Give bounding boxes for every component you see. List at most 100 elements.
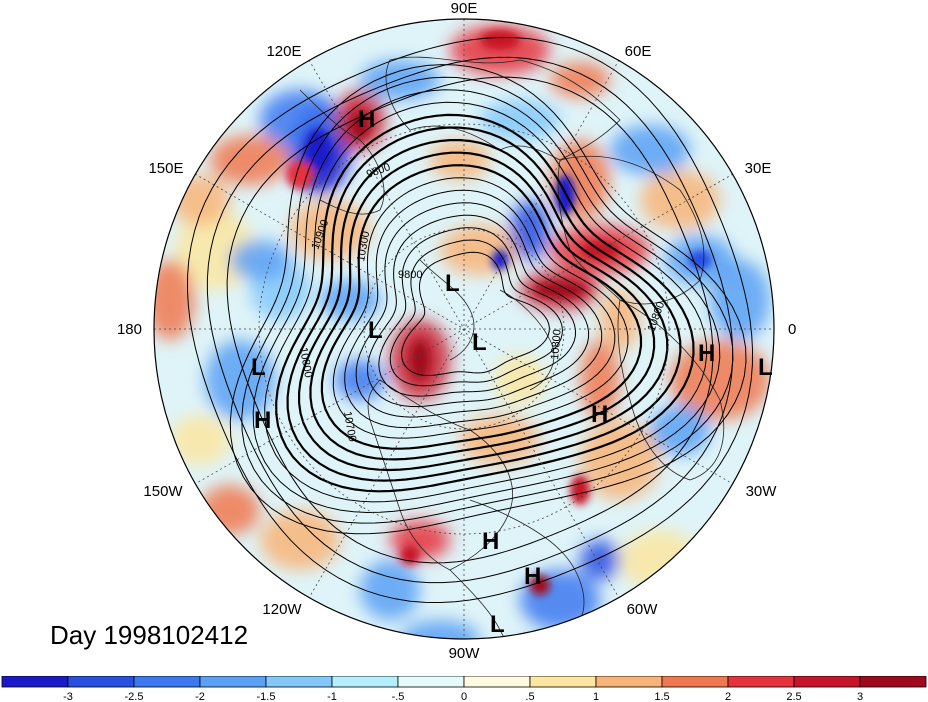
colorbar-swatch [529,676,597,688]
lon-label-0: 0 [788,321,796,338]
lon-label-120e: 120E [266,43,301,60]
anomaly-blob [620,530,700,590]
contour-label: 10800 [297,346,314,378]
height-contour-line [229,64,747,535]
anomaly-core [410,340,430,380]
height-contour-line [309,151,656,461]
high-center: H [698,340,715,367]
graticule [154,19,774,639]
colorbar-tick-label: -2 [195,691,205,702]
colorbar-swatch [793,676,861,688]
low-center: L [445,270,460,297]
anomaly-core [688,250,712,270]
height-contour-line [378,227,577,397]
lon-label-150w: 150W [143,483,183,500]
colorbar-tick-label: -1.5 [257,691,276,702]
height-contour-line [186,36,754,604]
colorbar-tick-label: 0 [461,691,467,702]
height-contour-line [206,56,734,584]
colorbar-swatch [463,676,531,688]
height-contour-line [344,189,616,429]
anomaly-blob [600,290,640,350]
anomaly-blob [550,62,610,98]
anomaly-blob [210,135,290,185]
height-contour-line [320,164,643,450]
anomaly-blob [480,100,560,140]
contour-label: 9800 [398,269,422,281]
contour-label: 10800 [549,329,564,361]
anomaly-blob [580,540,620,580]
high-center: H [254,407,271,434]
anomaly-blob [610,125,690,175]
height-contour-line [286,126,682,482]
anomaly-blob [400,620,480,639]
contour-label: 10700 [341,410,358,442]
lon-label-60w: 60W [627,601,659,618]
height-contour-line [275,113,695,493]
anomaly-blob [170,415,230,465]
colorbar-swatch [265,676,333,688]
colorbar-swatch [67,676,135,688]
height-contour-line [264,101,708,503]
date-label: Day 1998102412 [50,620,249,650]
low-center: L [368,317,383,344]
anomaly-core [570,475,590,505]
colorbar-swatch [133,676,201,688]
anomaly-blob [390,520,450,560]
height-contour-line [355,202,603,418]
anomaly-blob [580,340,620,420]
anomaly-blob [360,60,440,100]
height-contours [186,36,754,604]
colorbar-tick-label: 3 [857,691,863,702]
height-contour-line [332,177,629,439]
colorbar-swatch [199,676,267,688]
high-center: H [482,528,499,555]
colorbar-tick-label: -2.5 [125,691,144,702]
colorbar-tick-label: -.5 [392,691,405,702]
high-center: H [591,401,608,428]
map-boundary [153,18,775,640]
lon-label-180: 180 [117,321,142,338]
longitude-labels: 90E 60E 30E 0 30W 60W 90W 120W 150W 180 … [117,0,796,662]
low-center: L [472,329,487,356]
colorbar-tick-label: 1.5 [654,691,669,702]
lon-label-120w: 120W [262,601,302,618]
height-contour-line [366,214,590,407]
colorbar-swatch [397,676,465,688]
height-contour-line [389,239,563,387]
colorbar-tick-label: .5 [525,691,534,702]
colorbar-swatch [331,676,399,688]
anomaly-core [492,250,508,270]
anomaly-blob [495,355,545,405]
low-center: L [490,611,505,638]
lon-label-30e: 30E [745,160,772,177]
anomaly-blob [260,510,340,570]
lon-label-150e: 150E [148,160,183,177]
anomaly-blob [170,175,230,225]
low-center: L [251,354,266,381]
anomaly-core [286,161,314,189]
anomaly-blob [510,640,570,680]
height-contour-line [252,89,721,514]
colorbar-swatch [727,676,795,688]
lon-label-90w: 90W [449,645,481,662]
high-center: H [524,563,541,590]
anomaly-core [535,282,585,298]
anomaly-blob [230,240,290,280]
pressure-centers: H L L L H L H H H H L H L [251,106,773,638]
anomaly-blob [510,200,550,260]
height-contour-line [226,76,714,564]
colorbar: -3 -2.5 -2 -1.5 -1 -.5 0 .5 1 1.5 2 2.5 3 [1,676,927,702]
anomaly-blob [360,560,420,620]
anomaly-blob [650,405,710,455]
high-center: H [358,106,375,133]
lon-label-30w: 30W [746,483,778,500]
colorbar-tick-label: 2.5 [786,691,801,702]
colorbar-tick-label: 2 [725,691,731,702]
colorbar-swatch [661,676,729,688]
colorbar-tick-label: -3 [63,691,73,702]
anomaly-blob [430,140,490,180]
colorbar-swatch [859,676,927,688]
anomaly-blob [205,340,275,420]
height-contour-line [241,76,734,524]
